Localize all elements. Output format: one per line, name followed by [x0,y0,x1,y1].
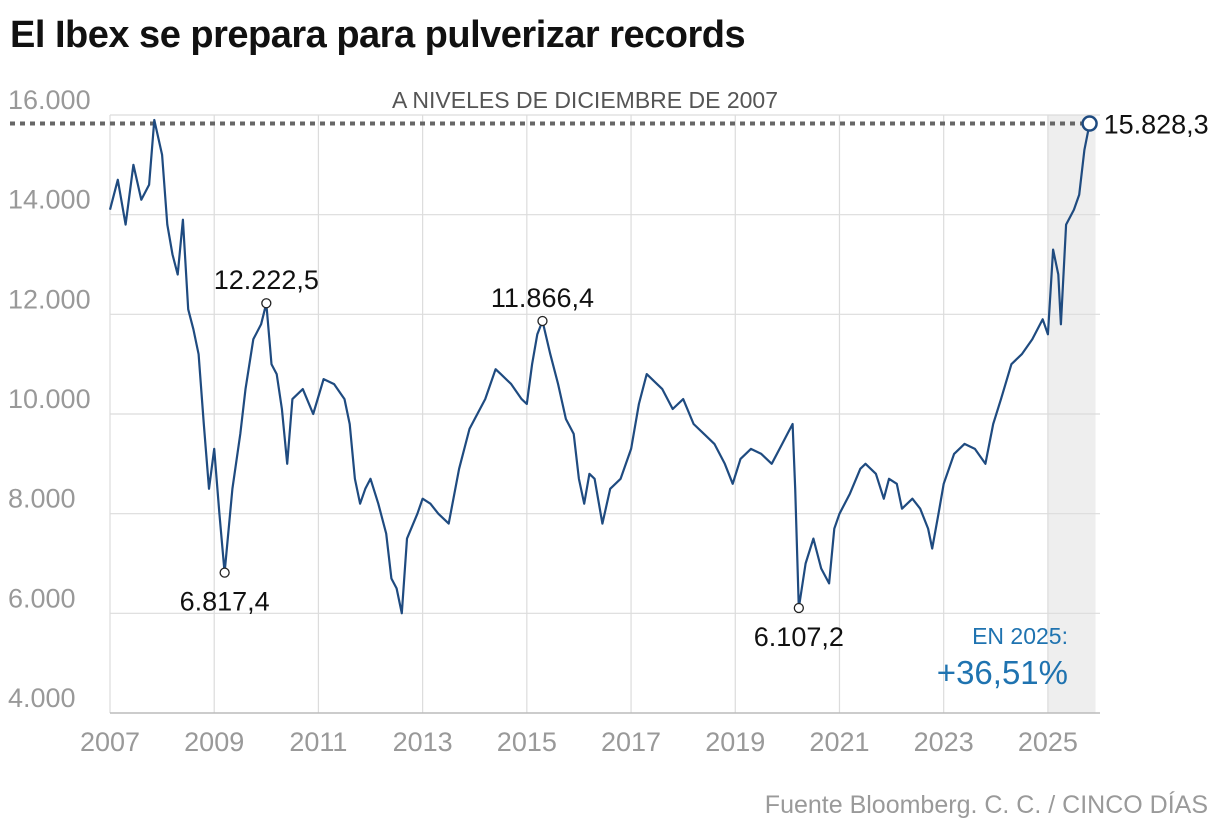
ibex-series-line [108,118,1091,615]
x-tick-label: 2015 [497,727,557,757]
y-tick-label: 4.000 [8,683,76,713]
x-tick-label: 2025 [1018,727,1078,757]
annotation-layer: 6.817,4 12.222,5 11.866,4 6.107,2 15.828,3 EN… [180,110,1209,691]
highlight-period-value: +36,51% [937,654,1068,691]
annotation-label: 11.866,4 [491,283,594,313]
source-note: Fuente Bloomberg. C. C. / CINCO DÍAS [764,791,1208,819]
annotation-marker [1081,115,1098,132]
annotation-label: 12.222,5 [214,265,319,295]
reference-line-layer: A NIVELES DE DICIEMBRE DE 2007 [10,87,1082,126]
annotation-marker [537,315,548,327]
y-tick-label: 10.000 [8,384,91,414]
annotation-marker [793,602,804,614]
annotation-marker [261,298,272,309]
annotation-label: 6.107,2 [754,622,844,652]
axes: 4.000 6.000 8.000 10.000 12.000 14.000 16.000 2… [8,85,1100,757]
y-tick-label: 8.000 [8,484,76,514]
highlight-period-label: EN 2025: [972,623,1068,649]
x-tick-label: 2017 [601,727,661,757]
x-tick-label: 2009 [184,727,244,757]
x-tick-label: 2013 [393,727,453,757]
x-tick-label: 2023 [914,727,974,757]
gridlines [109,114,1100,713]
y-tick-label: 6.000 [8,583,76,613]
y-tick-label: 14.000 [8,185,91,215]
annotation-label: 15.828,3 [1104,110,1209,140]
series-layer [108,118,1091,615]
reference-line-label: A NIVELES DE DICIEMBRE DE 2007 [392,87,778,113]
x-tick-label: 2019 [705,727,765,757]
chart-title: El Ibex se prepara para pulverizar recor… [10,14,746,56]
annotation-label: 6.817,4 [180,587,270,617]
x-tick-label: 2021 [809,727,869,757]
annotation-marker [219,567,230,578]
y-tick-label: 16.000 [8,85,91,115]
y-tick-label: 12.000 [8,284,91,314]
x-tick-label: 2011 [289,727,347,757]
x-tick-label: 2007 [80,727,140,757]
